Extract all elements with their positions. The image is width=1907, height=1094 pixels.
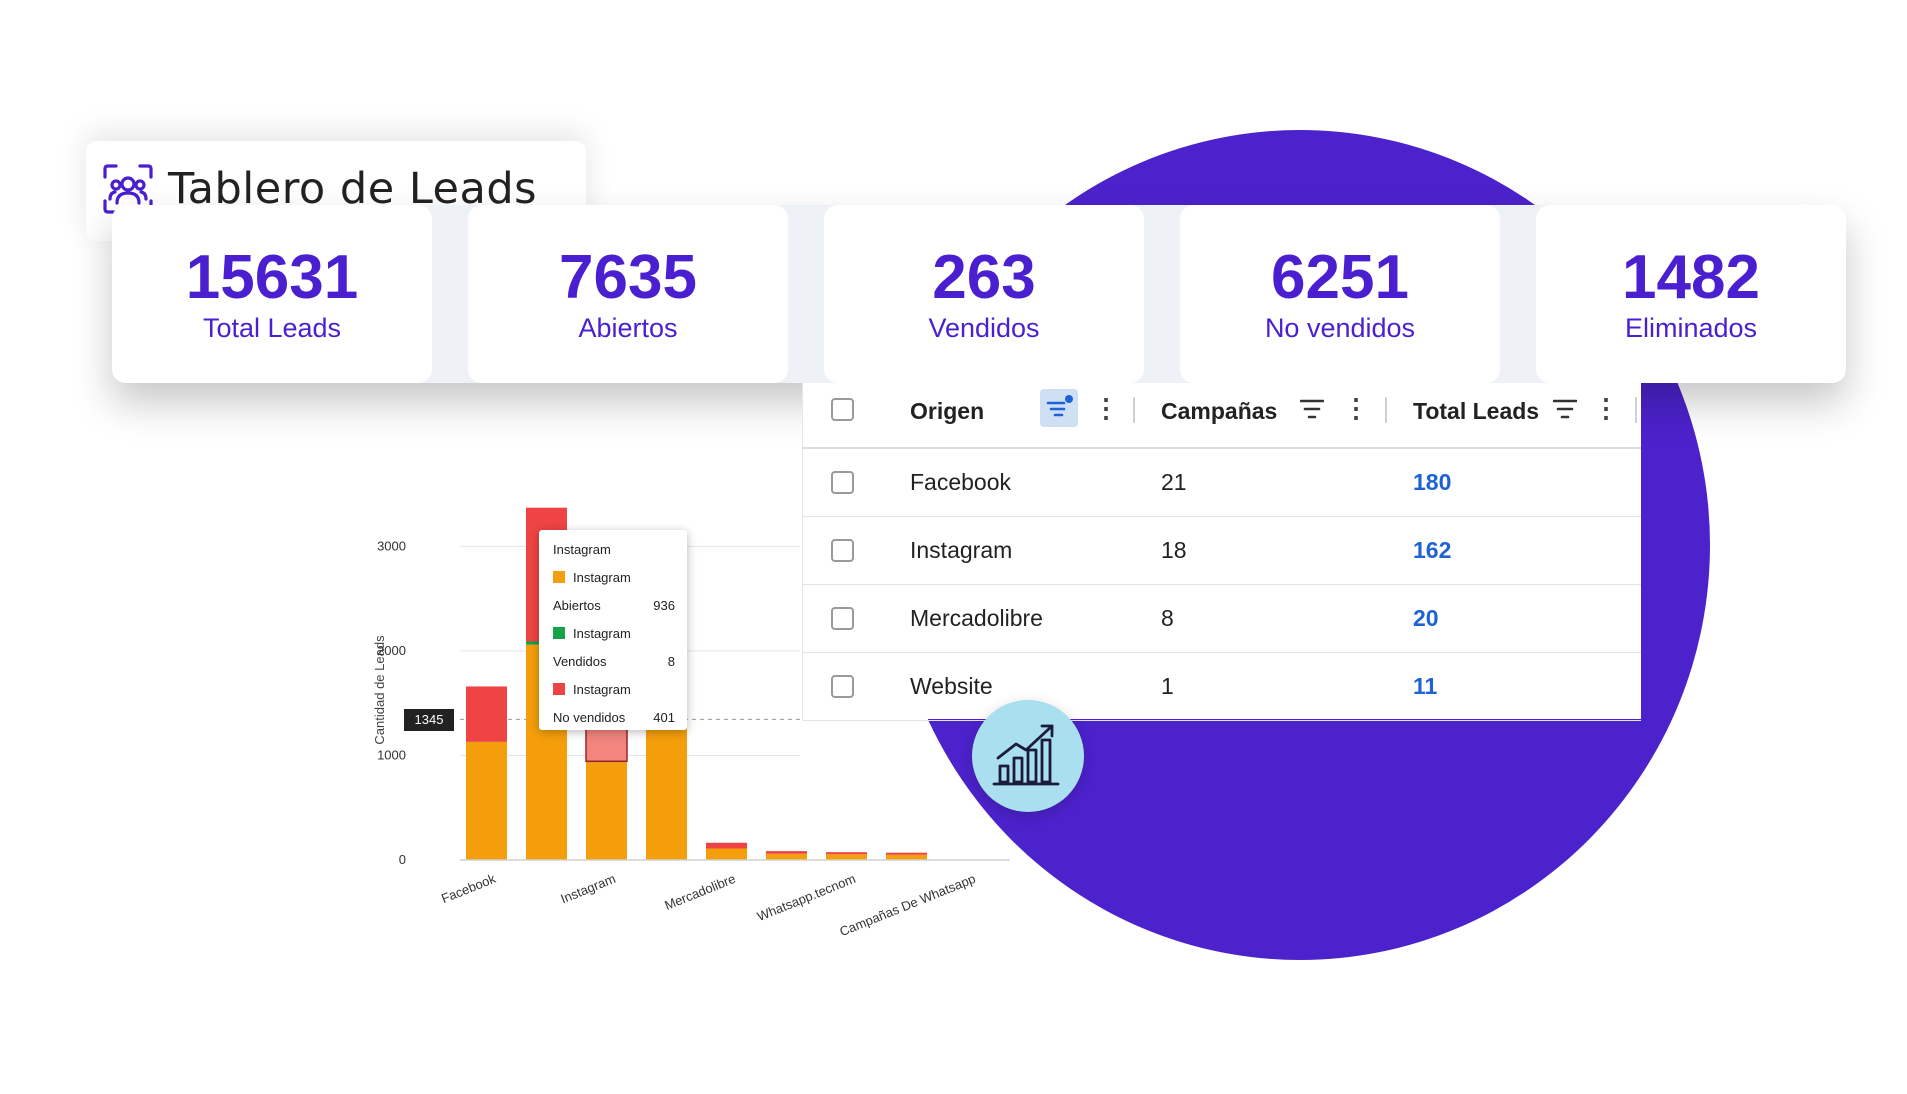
- row-checkbox[interactable]: [831, 539, 854, 562]
- stat-card-abiertos[interactable]: 7635 Abiertos: [468, 205, 788, 383]
- stat-label: No vendidos: [1264, 312, 1416, 343]
- cell-total-leads-link[interactable]: 20: [1413, 605, 1439, 631]
- column-separator[interactable]: [1133, 397, 1135, 423]
- cell-campaigns: 18: [1161, 537, 1187, 563]
- stat-value: 15631: [185, 242, 359, 312]
- column-separator[interactable]: [1635, 397, 1637, 423]
- tooltip-row: No vendidos 401: [553, 710, 675, 725]
- cell-campaigns: 8: [1161, 605, 1174, 631]
- bar-segment: [646, 715, 687, 860]
- row-checkbox[interactable]: [831, 471, 854, 494]
- stat-label: Abiertos: [578, 312, 678, 343]
- stat-label: Vendidos: [928, 312, 1040, 343]
- bar-segment: [766, 853, 807, 860]
- bar-segment: [466, 686, 507, 742]
- stat-card-no-vendidos[interactable]: 6251 No vendidos: [1180, 205, 1500, 383]
- y-axis-label: Cantidad de Leads: [372, 635, 387, 745]
- y-tick-label: 2000: [377, 643, 406, 658]
- bar-segment: [826, 854, 867, 860]
- stats-strip: 15631 Total Leads 7635 Abiertos 263 Vend…: [112, 205, 1846, 383]
- abiertos-swatch: [553, 571, 565, 583]
- header-campaigns[interactable]: Campañas: [1161, 398, 1278, 424]
- cell-origin: Website: [910, 673, 993, 699]
- cell-origin: Instagram: [910, 537, 1013, 563]
- table-row[interactable]: Mercadolibre 8 20: [803, 585, 1641, 653]
- select-all-checkbox[interactable]: [831, 398, 854, 421]
- cell-campaigns: 21: [1161, 469, 1187, 495]
- campaigns-column-menu-icon[interactable]: ⋮: [1343, 393, 1369, 423]
- header-origin[interactable]: Origen: [910, 398, 985, 424]
- stat-label: Total Leads: [202, 312, 342, 343]
- chart-tooltip: Instagram Instagram Abiertos 936 Instagra…: [539, 530, 687, 730]
- x-tick-label: Instagram: [558, 871, 617, 907]
- filter-icon[interactable]: [1553, 398, 1577, 420]
- stat-value: 263: [932, 242, 1036, 312]
- bar-segment: [766, 851, 807, 854]
- y-tick-label: 0: [399, 852, 406, 867]
- bar-segment: [466, 741, 507, 860]
- stat-value: 7635: [559, 242, 697, 312]
- y-tick-label: 3000: [377, 538, 406, 553]
- stat-value: 1482: [1622, 242, 1760, 312]
- table-row[interactable]: Website 1 11: [803, 653, 1641, 721]
- x-tick-label: Facebook: [439, 871, 498, 906]
- cell-total-leads-link[interactable]: 180: [1413, 469, 1452, 495]
- growth-chart-icon: [992, 724, 1060, 786]
- stat-card-total-leads[interactable]: 15631 Total Leads: [112, 205, 432, 383]
- bar-segment: [706, 842, 747, 849]
- column-separator[interactable]: [1385, 397, 1387, 423]
- no-vendidos-swatch: [553, 683, 565, 695]
- cell-origin: Facebook: [910, 469, 1012, 495]
- tooltip-title: Instagram: [553, 542, 611, 557]
- bar-segment: [886, 852, 927, 855]
- stat-label: Eliminados: [1624, 312, 1758, 343]
- x-tick-label: Campañas De Whatsapp: [837, 871, 977, 939]
- cell-total-leads-link[interactable]: 11: [1413, 673, 1438, 699]
- y-tick-label: 1000: [377, 747, 406, 762]
- total-column-menu-icon[interactable]: ⋮: [1593, 393, 1619, 423]
- stat-value: 6251: [1271, 242, 1409, 312]
- origin-table: Origen ⋮ Campañas ⋮ Total Leads ⋮ Fa: [802, 383, 1641, 721]
- tooltip-series-label: Instagram: [553, 570, 675, 585]
- tooltip-series-label: Instagram: [553, 626, 675, 641]
- trend-badge: [972, 700, 1084, 812]
- tooltip-row: Abiertos 936: [553, 598, 675, 613]
- crosshair-value-badge: 1345: [404, 709, 454, 731]
- filter-icon[interactable]: [1300, 398, 1324, 420]
- cell-campaigns: 1: [1161, 673, 1174, 699]
- tooltip-series-label: Instagram: [553, 682, 675, 697]
- row-checkbox[interactable]: [831, 607, 854, 630]
- vendidos-swatch: [553, 627, 565, 639]
- table-row[interactable]: Instagram 18 162: [803, 517, 1641, 585]
- filter-active-icon[interactable]: [1040, 389, 1078, 427]
- origin-column-menu-icon[interactable]: ⋮: [1093, 393, 1119, 423]
- tooltip-row: Vendidos 8: [553, 654, 675, 669]
- cell-total-leads-link[interactable]: 162: [1413, 537, 1452, 563]
- bar-segment: [586, 762, 627, 860]
- cell-origin: Mercadolibre: [910, 605, 1043, 631]
- bar-segment: [826, 852, 867, 855]
- x-tick-label: Mercadolibre: [662, 871, 737, 913]
- header-total-leads[interactable]: Total Leads: [1413, 398, 1540, 424]
- x-tick-label: Whatsapp.tecnom: [755, 871, 858, 924]
- table-header-row: Origen ⋮ Campañas ⋮ Total Leads ⋮: [803, 383, 1641, 449]
- row-checkbox[interactable]: [831, 675, 854, 698]
- bar-segment: [706, 848, 747, 860]
- stat-card-eliminados[interactable]: 1482 Eliminados: [1536, 205, 1846, 383]
- bar-segment: [886, 854, 927, 860]
- table-row[interactable]: Facebook 21 180: [803, 449, 1641, 517]
- stat-card-vendidos[interactable]: 263 Vendidos: [824, 205, 1144, 383]
